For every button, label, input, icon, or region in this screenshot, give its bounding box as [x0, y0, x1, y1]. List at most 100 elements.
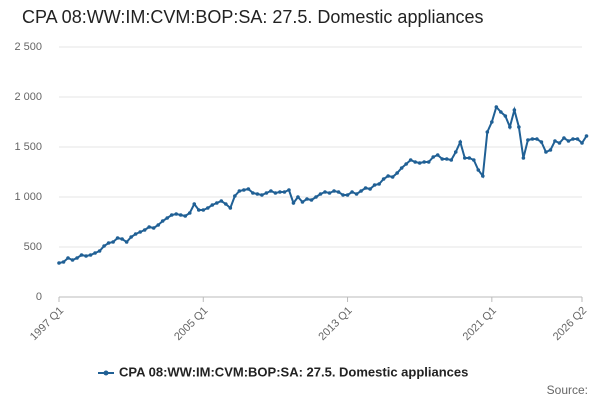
point: [115, 236, 120, 240]
point: [233, 194, 237, 198]
legend-label: CPA 08:WW:IM:CVM:BOP:SA: 27.5. Domestic …: [119, 364, 468, 379]
x-tick-label: 2013 Q1: [316, 305, 354, 343]
point: [449, 158, 454, 162]
point: [88, 253, 93, 257]
point: [79, 253, 84, 257]
point: [273, 191, 278, 195]
point: [269, 189, 273, 193]
point: [219, 199, 224, 203]
point: [138, 230, 142, 234]
point: [431, 155, 436, 159]
x-tick-label: 2021 Q1: [461, 305, 499, 343]
point: [462, 156, 467, 160]
point: [584, 134, 589, 138]
point: [224, 202, 228, 206]
point: [147, 225, 151, 229]
point: [237, 189, 242, 193]
point: [282, 190, 287, 194]
point: [165, 216, 170, 220]
point: [66, 256, 70, 260]
point: [557, 141, 562, 145]
point: [278, 190, 282, 194]
point: [517, 125, 521, 129]
point: [476, 168, 481, 172]
point: [377, 182, 381, 186]
point: [287, 188, 291, 192]
point: [535, 137, 539, 141]
point: [178, 213, 183, 217]
point: [363, 186, 368, 190]
point: [129, 235, 133, 239]
point: [196, 208, 201, 212]
point: [336, 190, 341, 194]
point: [417, 161, 422, 165]
point: [435, 153, 440, 157]
point: [156, 223, 160, 227]
y-tick-label: 2 500: [14, 41, 42, 53]
point: [494, 105, 499, 109]
point: [323, 190, 327, 194]
point: [61, 260, 66, 264]
point: [372, 183, 377, 187]
point: [318, 192, 323, 196]
point: [512, 108, 517, 112]
point: [187, 211, 192, 215]
point: [404, 162, 408, 166]
x-tick-label: 2005 Q1: [172, 305, 210, 343]
point: [106, 241, 111, 245]
point: [120, 237, 124, 241]
point: [444, 157, 449, 161]
point: [381, 177, 386, 181]
y-tick-label: 0: [36, 291, 42, 303]
point: [467, 156, 472, 160]
point: [390, 175, 395, 179]
source: Source:: [547, 383, 588, 397]
point: [481, 174, 485, 178]
point: [174, 212, 179, 216]
legend-marker: [103, 370, 109, 376]
point: [97, 249, 102, 253]
point: [345, 193, 350, 197]
point: [309, 198, 314, 202]
y-tick-label: 1 000: [14, 191, 42, 203]
point: [205, 206, 210, 210]
point: [192, 202, 197, 206]
point: [210, 203, 215, 207]
point: [453, 150, 458, 154]
point: [215, 201, 219, 205]
point: [246, 187, 251, 191]
y-tick-label: 500: [24, 241, 42, 253]
point: [350, 190, 354, 194]
point: [526, 138, 530, 142]
point: [354, 192, 359, 196]
point: [548, 148, 553, 152]
point: [332, 189, 336, 193]
point: [57, 261, 61, 265]
point: [408, 158, 413, 162]
point: [183, 214, 188, 218]
point: [503, 114, 508, 118]
point: [201, 208, 206, 212]
point: [566, 139, 571, 143]
point: [251, 191, 255, 195]
y-tick-label: 2 000: [14, 91, 42, 103]
point: [426, 160, 431, 164]
point: [580, 141, 584, 145]
point: [314, 195, 318, 199]
point: [485, 130, 490, 134]
point: [111, 240, 115, 244]
point: [413, 160, 417, 164]
point: [341, 193, 345, 197]
point: [359, 189, 363, 193]
point: [386, 174, 390, 178]
point: [499, 110, 503, 114]
point: [93, 251, 97, 255]
point: [539, 140, 544, 144]
point: [458, 140, 463, 144]
point: [490, 120, 494, 124]
point: [160, 219, 165, 223]
point: [508, 125, 512, 129]
point: [440, 157, 445, 161]
point: [327, 191, 332, 195]
